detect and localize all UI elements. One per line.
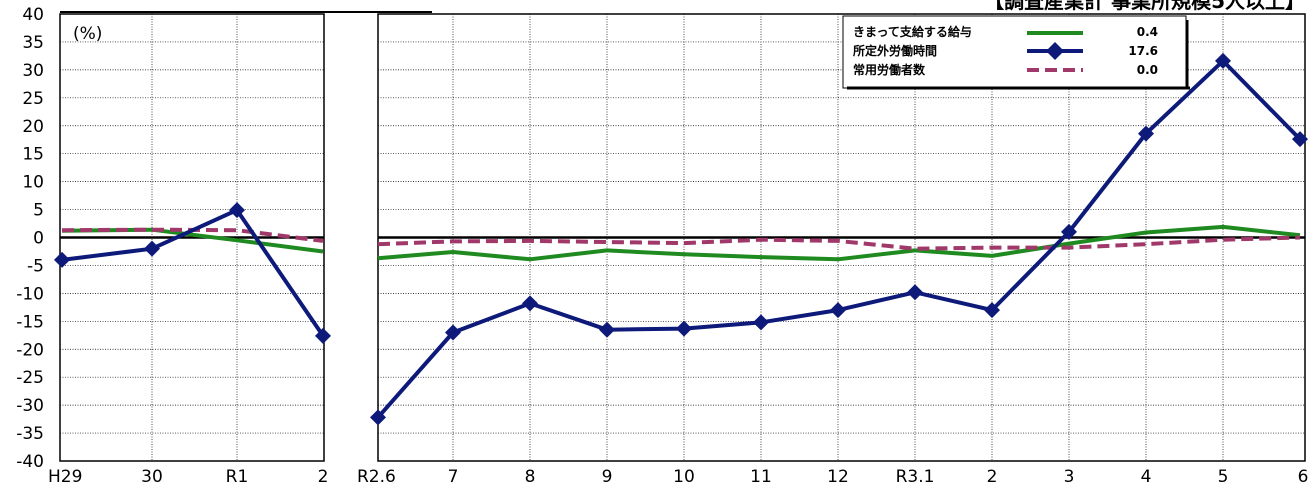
y-tick-label: -15 [16,312,44,332]
legend-label-wages: きまって支給する給与 [853,24,972,39]
data-point-overtime [907,284,923,301]
series-line-employees [377,235,1301,251]
x-tick-label: 9 [602,467,613,487]
y-tick-label: -5 [27,256,44,276]
data-point-overtime [753,314,769,331]
series-line-wages [61,227,324,254]
data-point-overtime [1061,223,1077,240]
x-tick-label: 6 [1298,467,1309,487]
data-point-overtime [1138,125,1154,142]
data-point-overtime [445,324,461,341]
series-line-wages [377,224,1301,262]
y-tick-label: -30 [16,396,44,416]
x-tick-label: 8 [525,467,536,487]
data-point-overtime [599,321,615,338]
y-tick-label: 30 [22,61,44,81]
x-tick-label: 3 [1064,467,1075,487]
data-point-overtime [676,320,692,337]
legend-value-wages: 0.4 [1137,25,1158,39]
y-tick-label: 20 [22,117,44,137]
panel-annual: H29 30 R1 2 [48,13,331,487]
data-point-overtime [1215,52,1231,69]
x-tick-label: 12 [827,467,849,487]
x-tick-label: 11 [750,467,772,487]
legend-value-overtime: 17.6 [1128,44,1158,58]
legend-box [842,15,1187,89]
y-tick-label: 25 [22,89,44,109]
x-tick-label: R2.6 [357,467,396,487]
x-tick-label: 2 [318,467,329,487]
legend-swatch-overtime-marker [1046,42,1064,60]
data-point-overtime [984,302,1000,319]
y-tick-label: 40 [22,5,44,25]
data-point-overtime [229,202,245,219]
data-point-overtime [830,302,846,319]
y-tick-label: -25 [16,368,44,388]
x-tick-label: R1 [226,467,249,487]
x-tick-label: 10 [673,467,695,487]
y-tick-label: 10 [22,173,44,193]
y-tick-label: 5 [33,201,44,221]
legend-value-employees: 0.0 [1137,63,1158,77]
x-tick-label: 4 [1141,467,1152,487]
chart-title: 【調査産業計 事業所規模5人以上】 [984,0,1305,13]
y-tick-label: 15 [22,145,44,165]
data-point-overtime [54,251,70,268]
y-tick-label: 35 [22,33,44,53]
unit-label: (%) [73,24,102,44]
x-tick-label: 5 [1218,467,1229,487]
x-tick-label: R3.1 [896,467,935,487]
x-tick-label: 7 [448,467,459,487]
x-tick-label: 30 [141,467,163,487]
legend: きまって支給する給与 所定外労働時間 常用労働者数 0.4 17.6 0.0 [842,15,1190,90]
y-tick-label: -35 [16,424,44,444]
y-tick-label: -20 [16,340,44,360]
y-tick-label: -10 [16,284,44,304]
y-axis: 40 35 30 25 20 15 10 5 0 -5 -10 -15 -20 -25 -30 -35 -40 [16,5,44,472]
data-point-overtime [144,240,160,257]
y-tick-label: -40 [16,452,44,472]
legend-label-overtime: 所定外労働時間 [853,43,937,58]
data-point-overtime [315,327,331,344]
y-tick-label: 0 [33,229,44,249]
data-point-overtime [522,295,538,312]
data-point-overtime [370,409,386,426]
x-tick-label: 2 [987,467,998,487]
x-tick-label: H29 [48,467,82,487]
data-point-overtime [1292,131,1308,148]
panel-monthly: R2.6 7 8 9 10 11 12 R3.1 2 3 4 5 6 [357,13,1309,487]
legend-label-employees: 常用労働者数 [853,62,926,77]
series-line-overtime [61,208,325,337]
